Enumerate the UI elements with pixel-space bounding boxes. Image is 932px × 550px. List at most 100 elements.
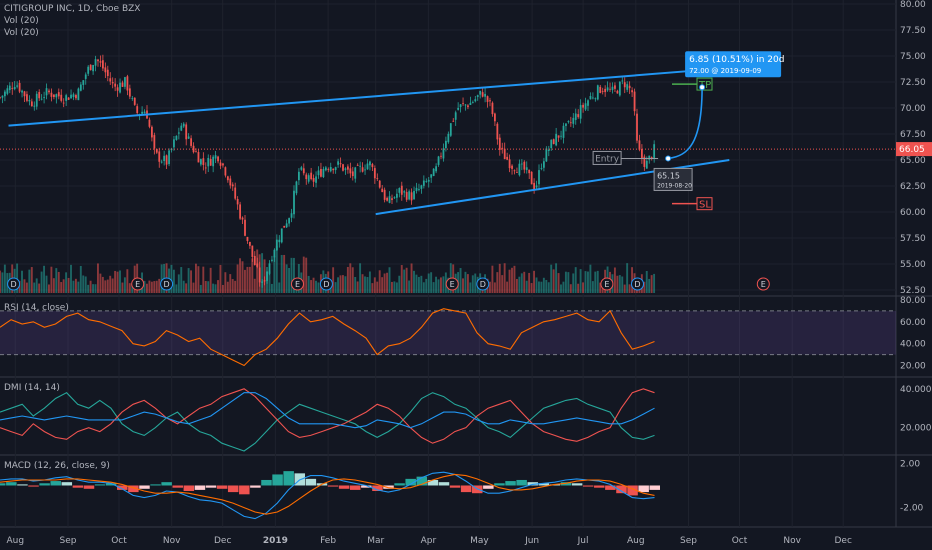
volume-bar	[263, 259, 266, 293]
volume-bar	[616, 275, 619, 293]
y-tick-label: 57.50	[900, 234, 926, 244]
volume-legend-1[interactable]: Vol (20)	[4, 16, 39, 26]
volume-bar	[420, 275, 423, 293]
candle-body	[124, 77, 126, 87]
volume-bar	[160, 264, 163, 293]
candle-body	[0, 97, 1, 99]
candle-body	[381, 188, 384, 193]
volume-bar	[48, 284, 50, 293]
volume-bar	[23, 279, 26, 293]
volume-bar	[293, 257, 295, 293]
earnings-label: E	[604, 280, 609, 289]
dividend-label: D	[323, 280, 329, 289]
macd-histogram-bar	[239, 485, 250, 495]
candle-body	[102, 60, 104, 69]
candle-body	[324, 167, 327, 171]
x-tick-label: Apr	[421, 536, 437, 546]
candle-body	[569, 122, 572, 124]
volume-bar	[204, 281, 207, 293]
dividend-marker	[160, 277, 174, 291]
volume-bar	[555, 263, 558, 293]
macd-histogram-bar	[616, 485, 627, 494]
rsi-title[interactable]: RSI (14, close)	[4, 303, 69, 313]
macd-histogram-bar	[172, 485, 183, 488]
candle-body	[393, 197, 396, 199]
volume-bar	[579, 269, 582, 293]
volume-bar	[464, 271, 467, 293]
candle-body	[165, 155, 168, 165]
volume-bar	[506, 281, 509, 293]
macd-title[interactable]: MACD (12, 26, close, 9)	[4, 461, 110, 471]
macd-histogram-bar	[39, 483, 50, 486]
symbol-title[interactable]: CITIGROUP INC, 1D, Cboe BZX	[4, 4, 141, 14]
x-tick-label: Sep	[60, 536, 77, 546]
candle-body	[55, 94, 58, 98]
volume-bar	[346, 266, 349, 293]
dividend-marker	[476, 277, 490, 291]
volume-bar	[307, 275, 310, 293]
macd-histogram-bar	[638, 485, 649, 493]
volume-bar	[425, 278, 428, 293]
candle-body	[244, 219, 246, 236]
volume-bar	[442, 276, 445, 293]
volume-bar	[315, 280, 317, 293]
candle-body	[391, 198, 393, 200]
volume-bar	[368, 271, 371, 293]
volume-bar	[508, 269, 511, 293]
dmi-line	[0, 388, 655, 444]
candle-body	[65, 95, 68, 101]
candle-body	[427, 179, 430, 182]
volume-bar	[302, 256, 305, 293]
volume-bar	[643, 281, 646, 293]
candle-body	[151, 126, 153, 138]
volume-bar	[84, 276, 87, 293]
candle-body	[641, 149, 643, 159]
x-tick-label: Mar	[367, 536, 384, 546]
candle-body	[535, 185, 538, 188]
candle-body	[471, 102, 474, 103]
volume-bar	[623, 284, 626, 293]
candle-body	[334, 167, 337, 171]
volume-bar	[317, 282, 320, 293]
candle-body	[89, 64, 92, 71]
volume-bar	[415, 274, 418, 293]
candle-body	[408, 191, 411, 200]
volume-bar	[518, 276, 521, 293]
dmi-title[interactable]: DMI (14, 14)	[4, 383, 60, 393]
macd-histogram-bar	[416, 476, 428, 486]
volume-bar	[123, 277, 126, 293]
candle-body	[344, 168, 347, 170]
volume-bar	[128, 283, 131, 293]
candle-body	[234, 187, 237, 199]
macd-histogram-bar	[494, 483, 505, 486]
macd-histogram-bar	[72, 485, 84, 488]
dmi-y-tick-label: 20.0000	[900, 424, 932, 434]
dividend-label: D	[11, 280, 17, 289]
earnings-label: E	[450, 280, 455, 289]
candle-body	[565, 123, 567, 126]
candle-body	[143, 111, 146, 114]
volume-bar	[92, 284, 94, 293]
candle-body	[77, 88, 80, 101]
candle-body	[128, 88, 131, 97]
volume-bar	[62, 279, 65, 293]
volume-bar	[582, 282, 584, 293]
candle-body	[454, 112, 457, 120]
candle-body	[302, 168, 305, 174]
candle-body	[577, 114, 580, 118]
volume-bar	[545, 279, 548, 293]
candle-body	[452, 120, 455, 122]
volume-bar	[378, 270, 381, 293]
candle-body	[217, 156, 219, 162]
candle-body	[513, 170, 516, 172]
candle-body	[405, 192, 408, 200]
candle-body	[92, 65, 94, 72]
volume-legend-2[interactable]: Vol (20)	[4, 28, 39, 38]
candle-body	[43, 97, 45, 98]
candle-body	[209, 158, 212, 166]
candle-body	[547, 149, 550, 152]
volume-bar	[403, 269, 406, 293]
x-tick-label: Jul	[577, 536, 589, 546]
